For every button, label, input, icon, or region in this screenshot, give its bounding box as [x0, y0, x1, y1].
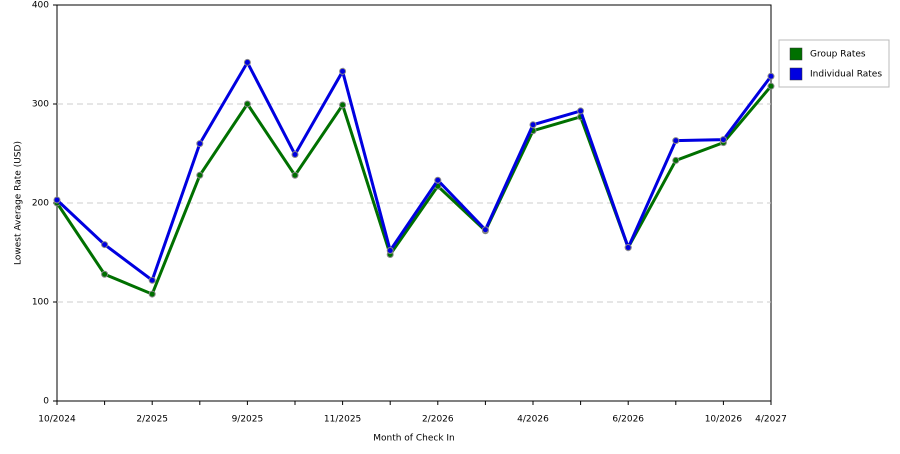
data-point — [529, 121, 537, 129]
data-point — [434, 176, 442, 184]
data-point — [243, 58, 251, 66]
series-line — [55, 85, 773, 297]
series-line — [55, 59, 773, 283]
x-tick-label: 2/2026 — [422, 415, 454, 425]
data-point — [196, 140, 204, 148]
data-point — [148, 276, 156, 284]
y-tick-label: 300 — [32, 100, 49, 110]
data-point — [339, 101, 347, 109]
data-point — [719, 136, 727, 144]
data-point — [386, 247, 394, 255]
data-point — [577, 107, 585, 115]
data-point — [101, 270, 109, 278]
data-point — [624, 244, 632, 252]
plot-area — [56, 4, 772, 402]
data-point — [291, 150, 299, 158]
data-point — [53, 196, 61, 204]
data-point — [767, 82, 775, 90]
data-point — [243, 100, 251, 108]
y-axis-title: Lowest Average Rate (USD) — [14, 141, 24, 265]
x-tick-label: 6/2026 — [612, 415, 644, 425]
data-point — [291, 171, 299, 179]
data-point — [481, 226, 489, 234]
y-tick-label: 400 — [32, 1, 49, 11]
x-axis-title: Month of Check In — [373, 434, 455, 444]
legend-label: Individual Rates — [810, 70, 882, 80]
data-point — [672, 137, 680, 145]
data-point — [767, 72, 775, 80]
legend-swatch — [789, 47, 803, 61]
data-point — [672, 156, 680, 164]
data-point — [196, 171, 204, 179]
x-tick-label: 2/2025 — [136, 415, 168, 425]
x-tick-label: 10/2026 — [705, 415, 743, 425]
x-tick-label: 4/2027 — [755, 415, 787, 425]
x-tick-label: 4/2026 — [517, 415, 549, 425]
x-tick-label: 10/2024 — [38, 415, 76, 425]
data-point — [339, 67, 347, 75]
y-tick-label: 0 — [43, 397, 49, 407]
legend-label: Group Rates — [810, 50, 866, 60]
data-point — [101, 241, 109, 249]
data-point — [148, 290, 156, 298]
x-tick-label: 11/2025 — [324, 415, 361, 425]
x-tick-label: 9/2025 — [232, 415, 264, 425]
y-tick-label: 200 — [32, 199, 49, 209]
legend-swatch — [789, 67, 803, 81]
y-tick-label: 100 — [32, 298, 49, 308]
